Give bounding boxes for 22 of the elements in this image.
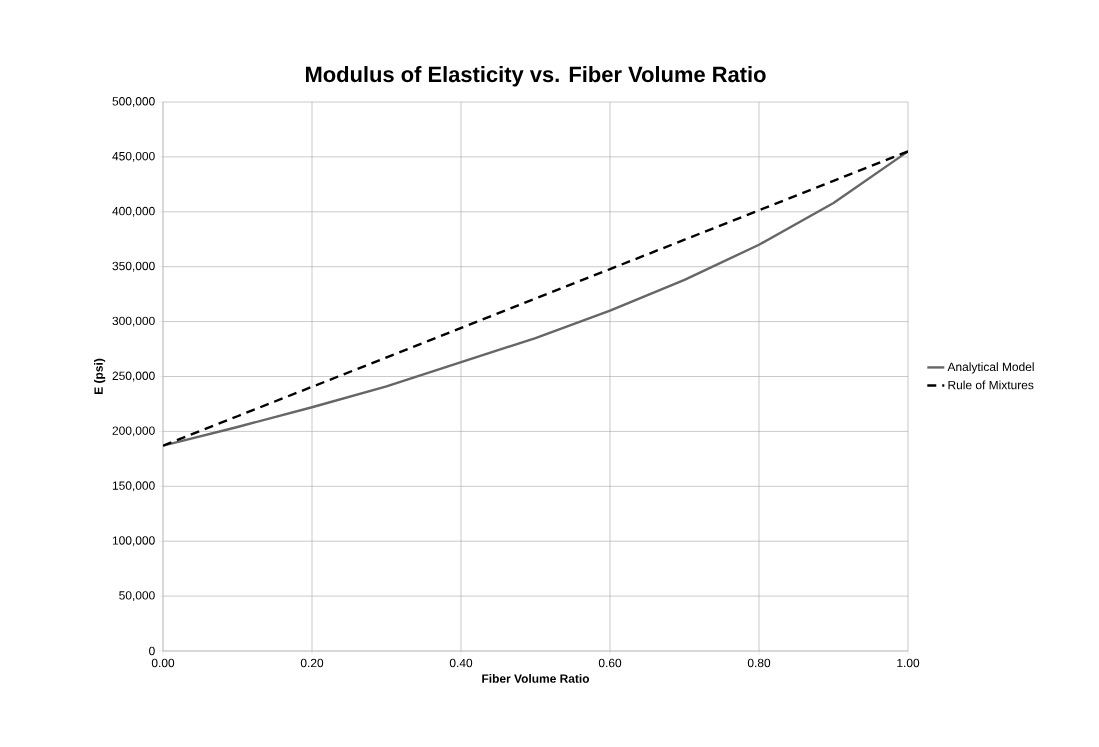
legend-label: Analytical Model xyxy=(947,362,1034,374)
x-tick-label: 0.20 xyxy=(300,658,324,668)
y-axis-title: E (psi) xyxy=(94,358,106,394)
y-tick-label: 300,000 xyxy=(112,316,155,327)
y-tick-label: 50,000 xyxy=(119,591,155,602)
x-tick-label: 0.00 xyxy=(151,658,175,668)
y-tick-label: 400,000 xyxy=(112,206,155,217)
y-tick-label: 150,000 xyxy=(112,481,155,492)
x-tick-label: 0.60 xyxy=(598,658,622,668)
x-axis-title: Fiber Volume Ratio xyxy=(482,674,590,683)
y-tick-label: 500,000 xyxy=(112,97,155,107)
x-tick-label: 0.80 xyxy=(747,658,771,668)
y-tick-label: 350,000 xyxy=(112,261,155,272)
legend-label: Rule of Mixtures xyxy=(948,380,1034,390)
y-tick-label: 250,000 xyxy=(112,371,155,382)
x-tick-label: 1.00 xyxy=(897,658,920,668)
y-tick-label: 0 xyxy=(149,646,155,656)
chart-title: Modulus of Elasticity vs. Fiber Volume Ratio xyxy=(305,66,766,87)
y-tick-label: 100,000 xyxy=(112,536,155,547)
y-tick-label: 450,000 xyxy=(112,151,155,162)
x-tick-label: 0.40 xyxy=(449,658,473,668)
y-tick-label: 200,000 xyxy=(112,426,155,437)
